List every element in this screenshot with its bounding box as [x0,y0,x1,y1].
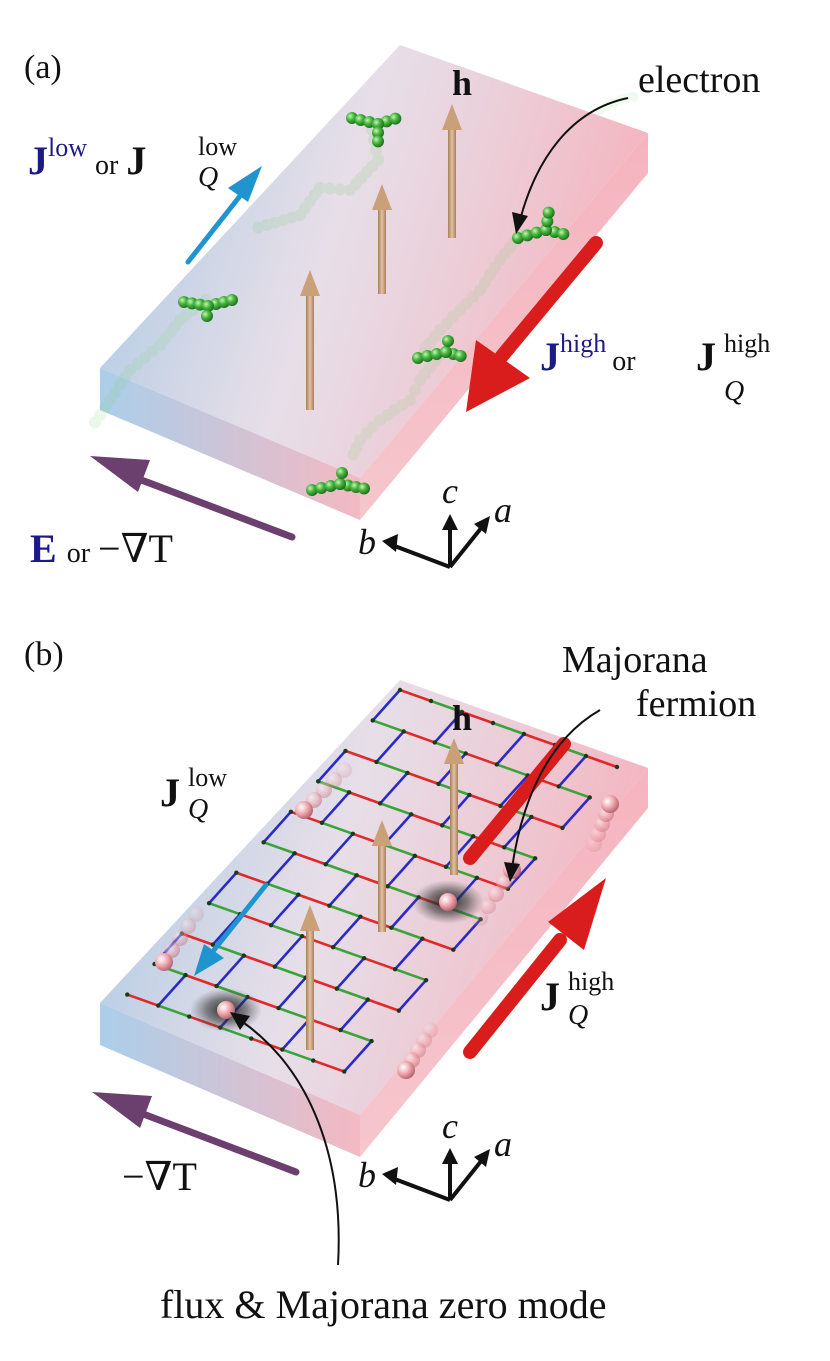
majorana-sphere-icon [439,893,457,911]
electron-chains [178,112,570,496]
electron-trail [347,349,446,461]
electron-sphere [334,467,348,490]
crystal-axes-b [382,1148,490,1202]
crystal-axes-a [382,514,490,569]
current-high-arrow-a [466,236,603,412]
panel-a: (a) h electron Jlowor J low Q Jhighor J h… [24,45,770,571]
field-arrow [444,738,464,875]
electron-sphere [540,206,555,236]
electron-trails [89,91,639,461]
slab-top-a [100,45,648,478]
electron-pointer [512,97,629,234]
majorana-spheres [155,762,619,1079]
drive-arrow-b [92,1092,300,1176]
majorana-sphere-icon [397,1022,438,1079]
current-low-sup-a: low [198,132,237,161]
current-low-arrow-a [185,166,262,265]
field-arrows-b [300,738,464,1050]
flux-pointer [230,1012,340,1266]
majorana-label-1: Majorana [562,639,708,681]
slab-front-b [100,1003,360,1157]
axis-b-label-a: b [358,522,376,562]
panel-b: (b) h Majorana fermion J low Q J high Q … [24,636,756,1327]
current-high-sub-b: Q [568,1000,588,1031]
majorana-sphere-icon [155,906,204,971]
electron-label: electron [638,59,760,101]
current-low-sub-a: Q [198,162,218,193]
field-label-a: h [452,63,472,103]
axis-a-label-b: a [494,1124,512,1164]
electron-trail [595,91,639,115]
axis-b-label-b: b [358,1155,376,1195]
majorana-sphere-icon [217,1001,235,1019]
current-high-sup-a: high [724,329,770,358]
panel-label-b: (b) [24,636,64,673]
majorana-sphere-icon [472,861,521,926]
field-arrows-a [300,104,462,410]
current-low-sup-b: low [188,763,227,792]
electron-sphere [201,300,214,322]
axis-c-label-a: c [442,471,458,511]
current-low-arrow-b [194,882,269,976]
slab-side-a [360,133,648,520]
majorana-label-2: fermion [636,683,756,725]
electron-trail [419,229,526,355]
electron-trail [252,124,384,234]
panel-label-a: (a) [24,49,62,86]
field-arrow [372,184,392,294]
slab-front-a [100,368,360,520]
field-arrow [300,905,320,1050]
current-low-sub-b: Q [188,794,208,825]
current-high-j-a: J [696,334,716,379]
field-label-b: h [452,698,472,738]
current-low-label-a: Jlowor J [28,133,146,183]
current-high-label-a: Jhighor [540,329,636,379]
field-arrow [442,104,462,238]
majorana-pointer [504,709,601,882]
axis-a-label-a: a [494,490,512,530]
current-high-j-b: J [540,974,560,1019]
axis-c-label-b: c [442,1106,458,1146]
electron-sphere [440,335,454,358]
current-high-arrow-b [463,737,606,1059]
majorana-sphere-icon [586,795,619,852]
flux-label: flux & Majorana zero mode [160,1282,607,1327]
current-high-sub-a: Q [724,376,744,407]
drive-arrow-a [90,456,296,541]
majorana-sphere-icon [295,762,352,819]
honeycomb-lattice [125,687,620,1074]
current-high-sup-b: high [568,967,614,996]
drive-label-b: −∇T [122,1154,197,1199]
current-low-j-b: J [160,770,180,815]
field-arrow [300,270,320,410]
electron-sphere [372,118,384,148]
field-arrow [372,820,392,932]
slab-side-b [360,768,648,1157]
